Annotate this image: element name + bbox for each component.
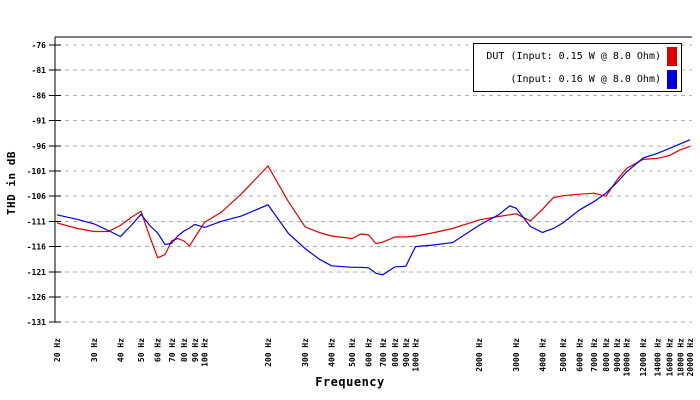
y-tick-label: -96 [32, 142, 47, 151]
legend-entry-016w: (Input: 0.16 W @ 8.0 Ohm) [474, 68, 681, 91]
x-tick-label: 20 Hz [53, 338, 62, 362]
x-tick-label: 40 Hz [117, 338, 126, 362]
legend-label: DUT (Input: 0.15 W @ 8.0 Ohm) [486, 50, 661, 62]
x-axis-title: Frequency [315, 375, 385, 389]
x-tick-label: 300 Hz [301, 338, 310, 367]
x-tick-label: 60 Hz [154, 338, 163, 362]
y-tick-label: -131 [27, 318, 46, 327]
x-tick-label: 100 Hz [200, 338, 209, 367]
x-tick-label: 6000 Hz [576, 338, 585, 372]
x-tick-label: 8000 Hz [602, 338, 611, 372]
series-line-red [56, 145, 691, 259]
y-tick-label: -126 [27, 293, 46, 302]
x-tick-label: 20000 Hz [686, 338, 695, 377]
x-tick-label: 14000 Hz [653, 338, 662, 377]
x-tick-label: 16000 Hz [666, 338, 675, 377]
x-tick-label: 400 Hz [328, 338, 337, 367]
series-line-blue [56, 139, 691, 276]
y-tick-label: -101 [27, 167, 46, 176]
y-tick-label: -86 [32, 91, 47, 100]
y-axis-title: THD in dB [5, 150, 18, 216]
x-tick-label: 200 Hz [264, 338, 273, 367]
y-tick-label: -106 [27, 192, 46, 201]
y-tick-label: -121 [27, 268, 46, 277]
red-series-swatch-icon [667, 46, 677, 66]
x-tick-label: 7000 Hz [590, 338, 599, 372]
x-tick-label: 10000 Hz [622, 338, 631, 377]
x-tick-label: 600 Hz [365, 338, 374, 367]
x-tick-label: 50 Hz [137, 338, 146, 362]
blue-series-swatch-icon [667, 69, 677, 89]
x-tick-label: 30 Hz [90, 338, 99, 362]
x-tick-label: 12000 Hz [639, 338, 648, 377]
x-tick-label: 800 Hz [391, 338, 400, 367]
x-tick-label: 18000 Hz [676, 338, 685, 377]
x-tick-label: 1000 Hz [411, 338, 420, 372]
x-tick-label: 80 Hz [180, 338, 189, 362]
x-tick-label: 2000 Hz [475, 338, 484, 372]
legend: DUT (Input: 0.15 W @ 8.0 Ohm) (Input: 0.… [473, 43, 682, 92]
x-tick-label: 900 Hz [402, 338, 411, 367]
y-tick-label: -91 [32, 117, 47, 126]
y-tick-label: -111 [27, 217, 46, 226]
x-tick-label: 5000 Hz [559, 338, 568, 372]
legend-label: (Input: 0.16 W @ 8.0 Ohm) [510, 73, 661, 85]
x-tick-label: 500 Hz [348, 338, 357, 367]
y-tick-label: -116 [27, 243, 46, 252]
y-tick-label: -81 [32, 66, 47, 75]
x-tick-label: 90 Hz [191, 338, 200, 362]
x-tick-label: 70 Hz [168, 338, 177, 362]
x-tick-label: 700 Hz [379, 338, 388, 367]
x-tick-label: 3000 Hz [512, 338, 521, 372]
x-tick-label: 4000 Hz [539, 338, 548, 372]
legend-entry-dut-015w: DUT (Input: 0.15 W @ 8.0 Ohm) [474, 45, 681, 68]
x-tick-label: 9000 Hz [613, 338, 622, 372]
y-tick-label: -76 [32, 41, 47, 50]
